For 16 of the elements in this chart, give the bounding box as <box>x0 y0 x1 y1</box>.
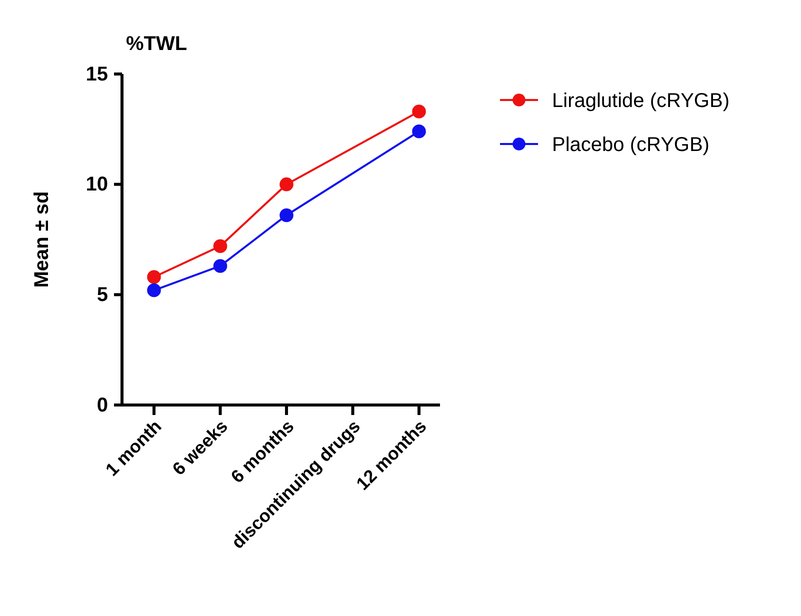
point <box>147 283 161 298</box>
point <box>147 270 161 284</box>
point <box>213 239 228 254</box>
legend-label: Placebo (cRYGB) <box>552 134 710 156</box>
y-axis-title: Mean ± sd <box>31 191 53 288</box>
legend-label: Liraglutide (cRYGB) <box>552 90 730 112</box>
y-tick-label: 5 <box>96 284 108 306</box>
y-tick-label: 15 <box>86 63 108 86</box>
y-tick-label: 0 <box>96 394 108 416</box>
chart-title: %TWL <box>126 33 188 55</box>
point <box>412 124 426 138</box>
point <box>412 104 426 118</box>
point <box>213 259 228 273</box>
point <box>280 208 294 222</box>
point <box>280 177 294 192</box>
y-tick-label: 10 <box>86 174 108 196</box>
